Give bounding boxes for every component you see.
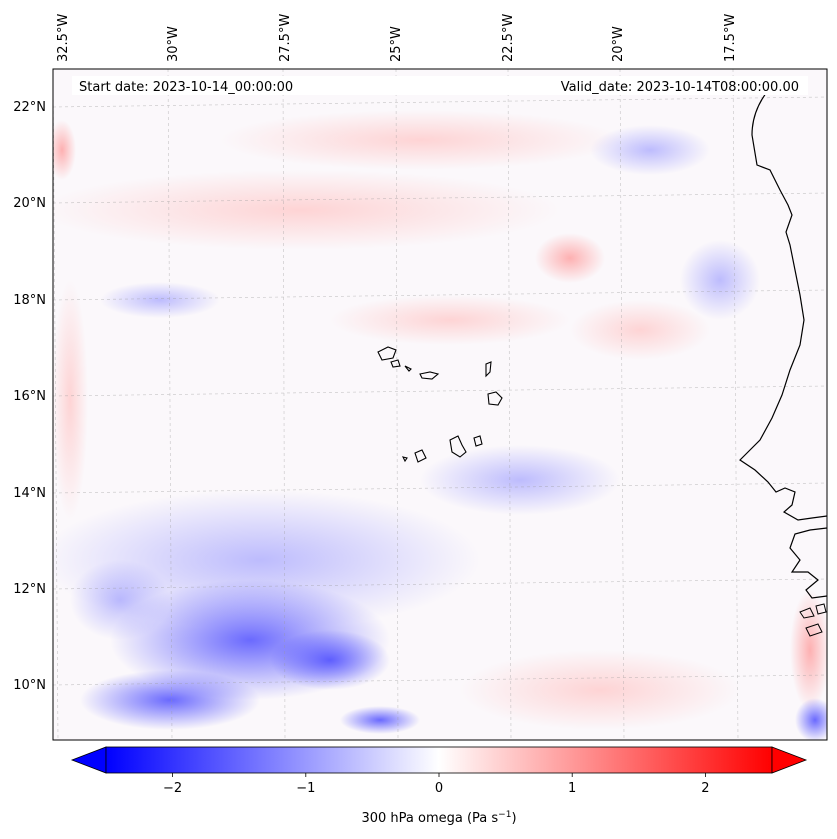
lat-tick-label: 18°N xyxy=(13,293,46,308)
latitude-tick-labels: 22°N 20°N 18°N 16°N 14°N 12°N 10°N xyxy=(13,100,46,693)
lat-tick-label: 12°N xyxy=(13,582,46,597)
colorbar-body xyxy=(105,746,773,774)
colorbar-tick-label: 1 xyxy=(568,781,576,796)
lat-tick-label: 16°N xyxy=(13,389,46,404)
map-frame xyxy=(52,68,828,741)
longitude-tick-labels: 32.5°W 30°W 27.5°W 25°W 22.5°W 20°W 17.5… xyxy=(56,14,738,62)
colorbar-min-extend xyxy=(70,746,107,774)
cape-verde-islands xyxy=(377,346,503,463)
colorbar-tick-label: −2 xyxy=(163,781,182,796)
colorbar-tick-label: −1 xyxy=(296,781,315,796)
lat-tick-label: 14°N xyxy=(13,486,46,501)
bijagos-islands xyxy=(799,603,827,637)
omega-field xyxy=(53,110,827,740)
lon-tick-label: 22.5°W xyxy=(501,14,516,62)
lon-tick-label: 20°W xyxy=(611,26,626,62)
lon-tick-label: 17.5°W xyxy=(723,14,738,62)
colorbar-tick-label: 2 xyxy=(701,781,709,796)
lon-tick-label: 27.5°W xyxy=(278,14,293,62)
start-date-label: Start date: 2023-10-14_00:00:00 xyxy=(79,80,293,95)
colorbar-tick-label: 0 xyxy=(435,781,443,796)
map-panel xyxy=(53,69,827,740)
colorbar-ticks: −2 −1 0 1 2 xyxy=(163,773,710,796)
colorbar-max-extend xyxy=(771,746,808,774)
lat-tick-label: 20°N xyxy=(13,196,46,211)
colorbar-label: 300 hPa omega (Pa s−1) xyxy=(361,810,516,826)
africa-coastline xyxy=(739,87,827,521)
lat-tick-label: 10°N xyxy=(13,678,46,693)
colorbar: −2 −1 0 1 2 300 hPa omega (Pa s−1) xyxy=(70,746,808,826)
valid-date-label: Valid_date: 2023-10-14T08:00:00.00 xyxy=(561,80,799,95)
lon-tick-label: 25°W xyxy=(389,26,404,62)
lat-tick-label: 22°N xyxy=(13,100,46,115)
lon-tick-label: 30°W xyxy=(166,26,181,62)
lon-tick-label: 32.5°W xyxy=(56,14,71,62)
gridlines xyxy=(53,69,827,740)
africa-coastline-south xyxy=(789,527,827,599)
date-header-box xyxy=(72,76,808,95)
